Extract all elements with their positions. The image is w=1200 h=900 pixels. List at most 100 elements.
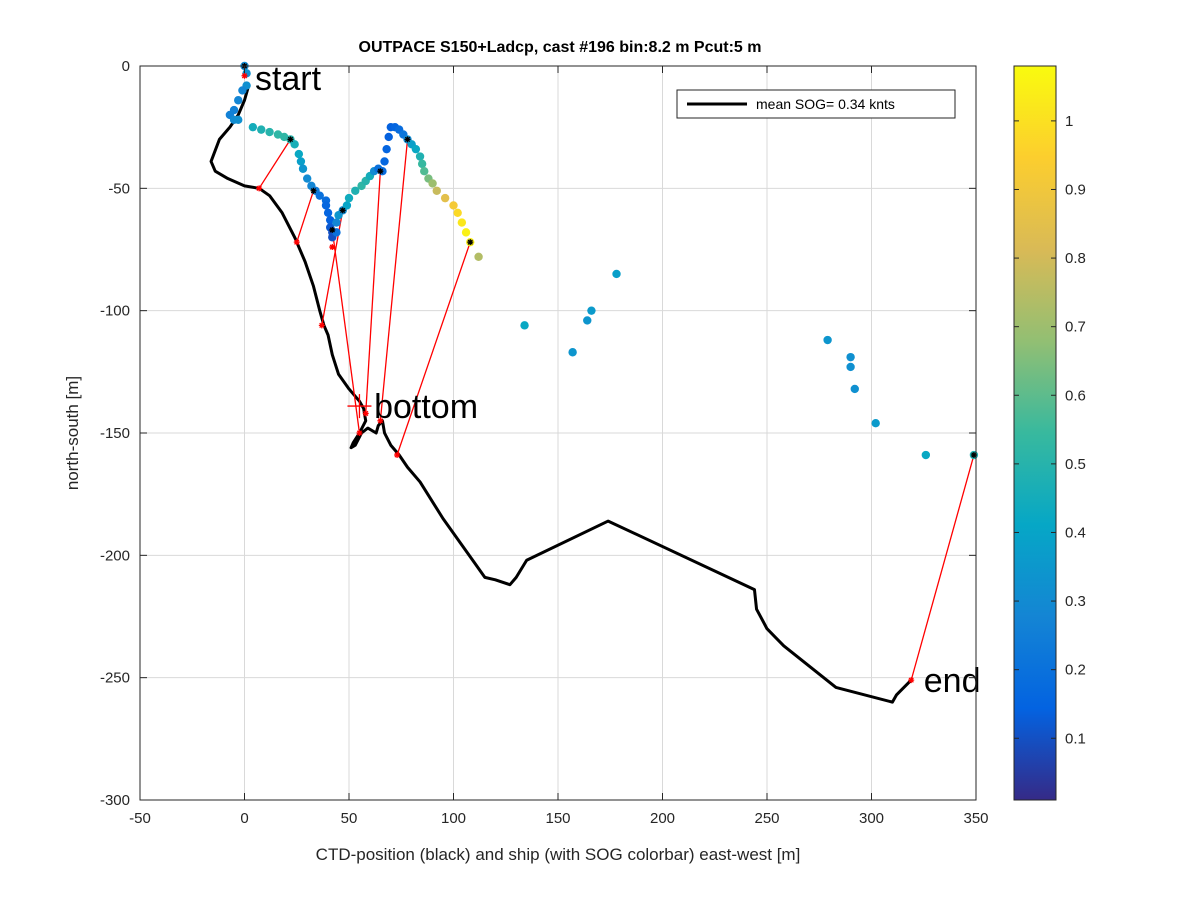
x-tick-label: 300 [859,810,884,827]
y-tick-label: -150 [100,425,130,442]
legend: mean SOG= 0.34 knts [676,89,956,119]
ship-marker [329,226,336,233]
ctd-marker [362,410,369,417]
ship-point [380,157,389,166]
ship-point [612,269,621,279]
connection-line [296,190,315,243]
x-tick-label: 150 [545,810,570,827]
connection-line [379,139,409,421]
ship-marker [287,136,294,143]
ship-point [415,152,425,161]
ship-point [428,179,437,188]
colorbar-tick-label: 0.2 [1065,662,1086,679]
ship-point [420,167,429,176]
ctd-marker [377,417,384,424]
ship-marker [377,168,384,175]
colorbar-tick-label: 0.3 [1065,593,1086,610]
x-tick-label: -50 [129,810,151,827]
colorbar-tick-label: 0.6 [1065,387,1086,404]
ship-point [296,157,306,166]
ctd-marker [318,322,325,329]
ship-point [432,186,441,195]
x-tick-label: 200 [650,810,675,827]
axis-ticks: -50 0 50 100 150 200 250 300 350 -300 -250 -200 -150… [100,58,989,827]
ship-point [298,164,308,173]
ship-point [294,149,304,159]
y-tick-label: -250 [100,670,130,687]
ship-point [234,96,243,105]
connection-line [331,229,361,434]
ship-point [382,144,391,154]
ship-point [290,140,299,149]
colorbar-tick-label: 0.9 [1065,181,1086,198]
ctd-marker [394,452,401,459]
bottom-cross-marker [347,394,372,419]
y-axis-label: north-south [m] [63,376,82,490]
ship-point [417,159,427,169]
connection-line [365,171,381,414]
annotation-start: start [255,60,322,98]
ship-point [323,208,333,217]
y-tick-label: -50 [108,180,130,197]
ship-point [823,335,832,345]
position-markers [241,63,977,684]
ship-point [411,144,421,154]
ship-track-points [225,61,979,460]
ship-point [583,316,592,325]
annotation-bottom: bottom [374,388,478,426]
ship-marker [339,207,346,214]
ship-point [587,306,596,315]
colorbar: 0.1 0.2 0.3 0.4 0.5 0.6 0.7 0.8 0.9 1 [1013,65,1086,801]
chart-title: OUTPACE S150+Ladcp, cast #196 bin:8.2 m … [359,39,762,56]
colorbar-tick-label: 0.8 [1065,250,1086,267]
ship-point [846,352,855,362]
annotations: start bottom end [255,60,981,700]
x-tick-label: 250 [754,810,779,827]
y-tick-label: 0 [122,58,130,75]
ship-point [344,193,354,203]
ctd-marker [329,244,336,251]
ship-point [449,201,458,210]
x-tick-label: 100 [441,810,466,827]
colorbar-tick-label: 1 [1065,113,1073,130]
colorbar-tick-label: 0.4 [1065,524,1086,541]
colorbar-tick-label: 0.1 [1065,730,1086,747]
y-tick-label: -100 [100,303,130,320]
x-tick-label: 50 [341,810,358,827]
ship-point [440,193,450,203]
connection-line [910,454,975,681]
ship-point [342,201,352,210]
colorbar-ticks: 0.1 0.2 0.3 0.4 0.5 0.6 0.7 0.8 0.9 1 [1014,113,1086,747]
x-axis-label: CTD-position (black) and ship (with SOG … [316,845,801,864]
ship-point [846,362,855,372]
ship-point [234,115,243,125]
ship-marker [310,187,317,194]
ship-point [321,201,331,210]
annotation-end: end [924,662,981,700]
ship-point [921,450,931,460]
ship-point [351,186,360,195]
ship-marker [970,452,977,459]
ship-point [461,228,471,237]
colorbar-tick-label: 0.5 [1065,456,1086,473]
ship-point [265,127,274,137]
ctd-marker [356,430,363,436]
ship-point [520,321,529,330]
ship-point [303,174,312,183]
ship-marker [467,239,474,246]
ctd-marker [256,185,263,192]
ship-marker [404,136,411,143]
x-tick-label: 350 [963,810,988,827]
ctd-marker [241,72,248,79]
colorbar-gradient [1013,65,1057,801]
connection-line [258,139,292,189]
ship-point [248,122,258,132]
connection-line [396,241,471,456]
ship-point [871,419,880,428]
y-tick-label: -200 [100,547,130,564]
ship-point [453,208,462,217]
ship-point [384,132,393,142]
ctd-marker [908,677,915,684]
x-tick-label: 0 [240,810,248,827]
